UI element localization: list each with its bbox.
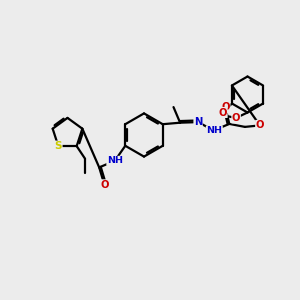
Text: N: N (194, 117, 202, 127)
Text: S: S (55, 141, 62, 151)
Text: NH: NH (206, 126, 222, 135)
Text: O: O (221, 102, 230, 112)
Text: NH: NH (107, 156, 123, 165)
Text: O: O (256, 120, 264, 130)
Text: O: O (219, 107, 227, 118)
Text: O: O (232, 113, 240, 123)
Text: O: O (101, 180, 110, 190)
